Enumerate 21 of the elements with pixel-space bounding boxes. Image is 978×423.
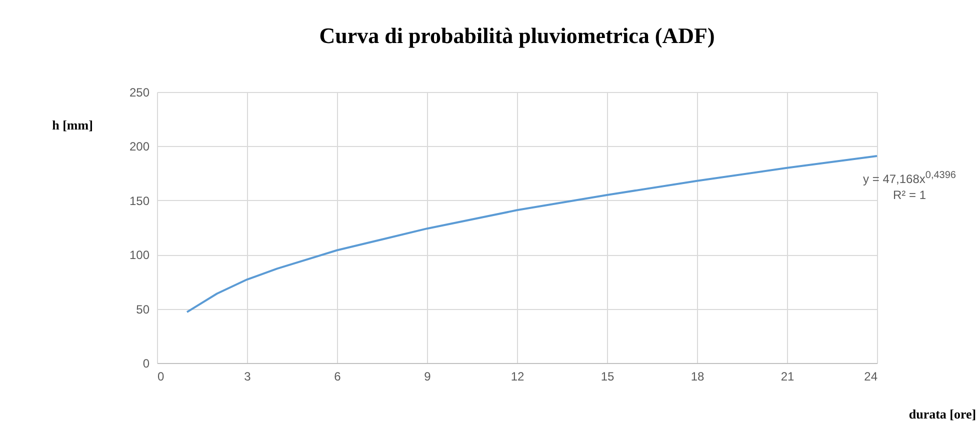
x-tick-label: 0 — [158, 370, 164, 384]
x-tick-label: 18 — [690, 370, 704, 384]
x-tick-label: 3 — [244, 370, 252, 384]
x-tick-label: 15 — [600, 370, 614, 384]
x-tick-label: 12 — [510, 370, 524, 384]
chart-title: Curva di probabilità pluviometrica (ADF) — [319, 23, 715, 48]
y-tick-label: 50 — [136, 302, 150, 316]
y-axis-title: h [mm] — [52, 118, 93, 132]
x-axis-title: durata [ore] — [908, 406, 976, 422]
y-tick-label: 250 — [129, 86, 150, 100]
annotation: y = 47,168x$^{0,4396}$ — [863, 169, 956, 187]
line-series — [186, 154, 878, 314]
y-tick-label: 150 — [129, 194, 150, 208]
y-tick-label: 200 — [129, 140, 150, 154]
x-tick-label: 21 — [780, 370, 794, 384]
x-tick-label: 6 — [334, 370, 342, 384]
y-tick-label: 100 — [129, 248, 150, 262]
x-tick-label: 9 — [424, 370, 432, 384]
text: R² = 1 — [892, 187, 928, 203]
y-tick-label: 0 — [142, 356, 150, 370]
x-tick-label: 24 — [864, 370, 878, 384]
